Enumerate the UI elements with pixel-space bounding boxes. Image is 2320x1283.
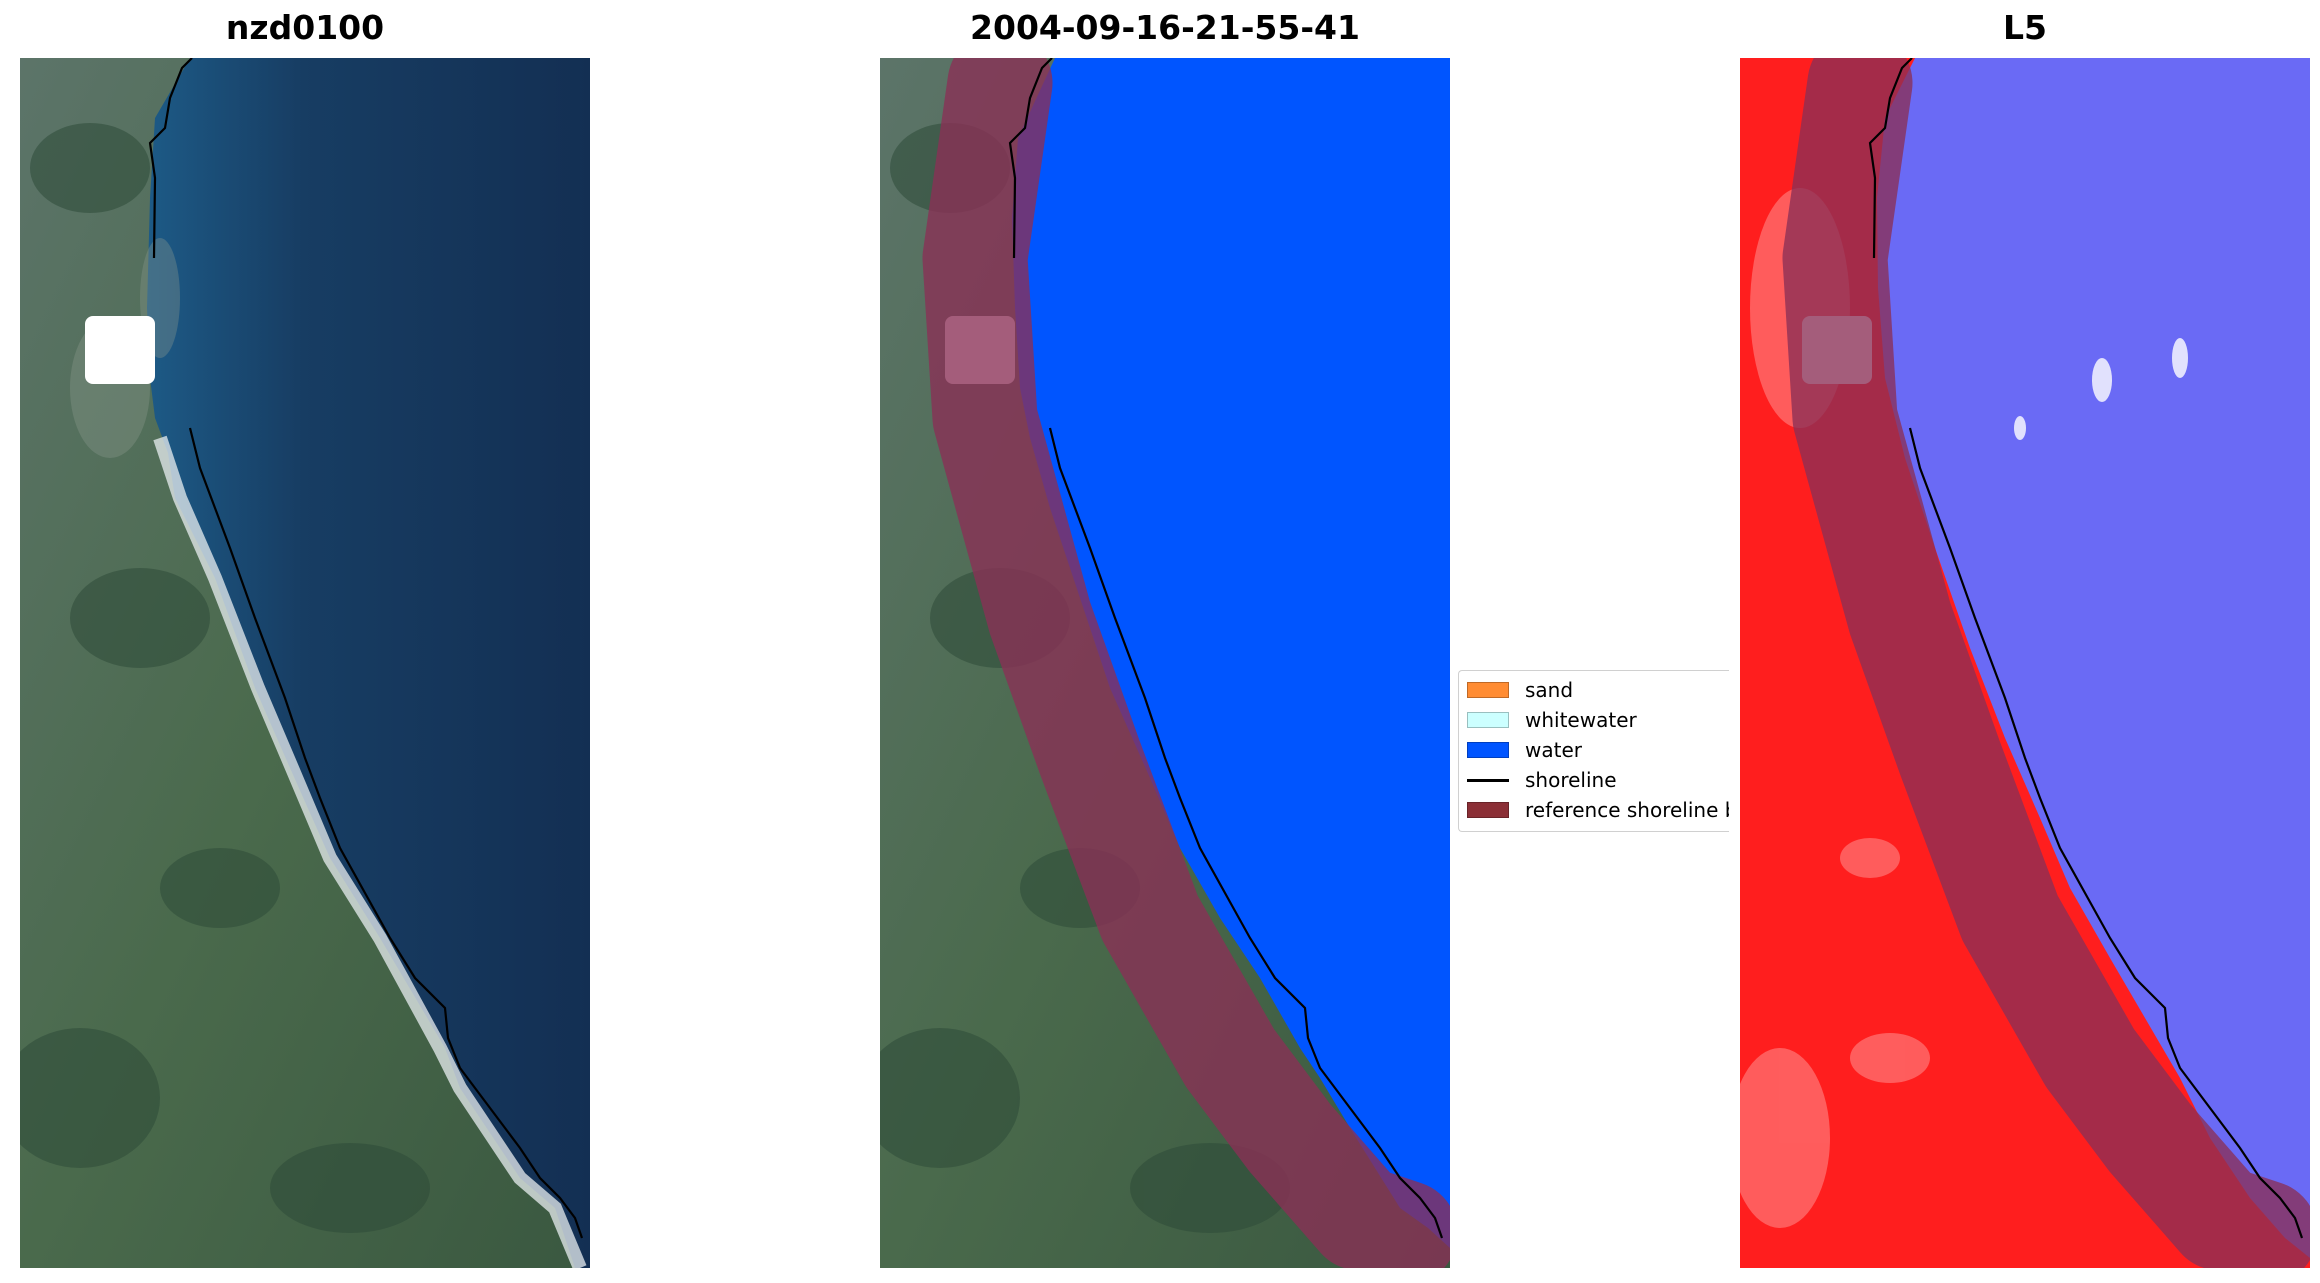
shoreline-line-swatch [1467,778,1509,782]
legend-label: shoreline [1525,768,1617,792]
shoreline-line [1008,58,1444,1239]
whitewater-swatch [1467,712,1509,728]
reference-shoreline-buffer [922,58,1450,1268]
panel-title-classification: 2004-09-16-21-55-41 [970,8,1360,47]
water-swatch [1467,742,1509,758]
legend-label: sand [1525,678,1574,702]
reference-shoreline-buffer [1782,58,2310,1268]
reference-shoreline-swatch [1467,802,1509,818]
legend-item-reference-shoreline: reference shoreline b [1467,797,1729,823]
index-water-area [1877,58,2310,1258]
beach-strip [153,435,587,1268]
panel-title-index: L5 [2003,8,2047,47]
legend-item-water: water [1467,737,1582,763]
legend-label: water [1525,738,1582,762]
cloud-mask [85,316,155,384]
shoreline-line [1868,58,2304,1239]
sea-area [147,58,590,1268]
legend-item-whitewater: whitewater [1467,707,1637,733]
sand-swatch [1467,682,1509,698]
legend-label: reference shoreline b [1525,798,1729,822]
legend-item-sand: sand [1467,677,1573,703]
panel-title-rgb: nzd0100 [225,8,385,47]
legend-label: whitewater [1525,708,1637,732]
rgb-image-panel [20,58,590,1268]
index-panel [1740,58,2310,1268]
legend-item-shoreline: shoreline [1467,767,1617,793]
water-class-area [1012,58,1450,1248]
classification-panel [880,58,1450,1268]
legend: sand whitewater water shoreline referenc… [1458,670,1729,832]
shoreline-line [148,58,584,1239]
